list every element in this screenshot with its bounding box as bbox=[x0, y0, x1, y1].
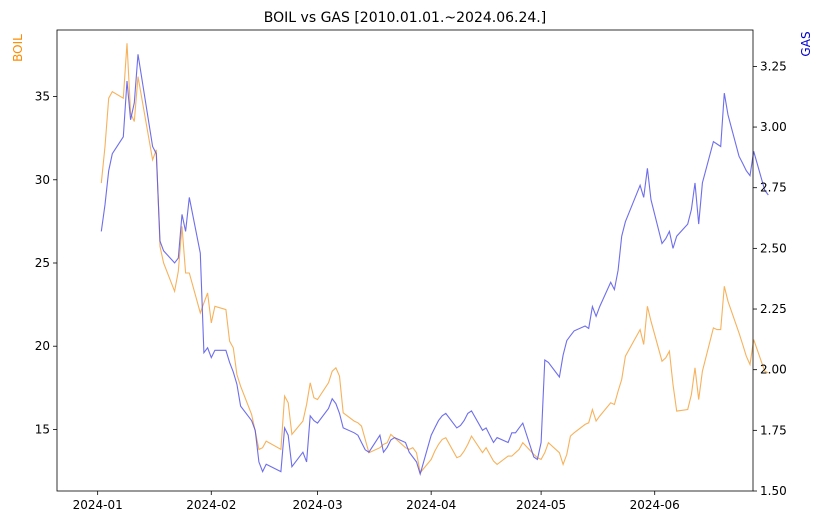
left-tick-label: 15 bbox=[35, 422, 50, 436]
series-line-boil bbox=[100, 43, 769, 474]
right-tick-label: 3.00 bbox=[760, 120, 787, 134]
x-axis-ticks: 2024-01 2024-02 2024-03 2024-04 2024-05 2024-… bbox=[73, 491, 680, 512]
left-tick-label: 20 bbox=[35, 339, 50, 353]
right-axis-label: GAS bbox=[799, 31, 813, 56]
x-tick-label: 2024-05 bbox=[516, 498, 566, 512]
x-tick-label: 2024-03 bbox=[292, 498, 342, 512]
plot-area bbox=[57, 30, 753, 491]
x-tick-label: 2024-02 bbox=[186, 498, 236, 512]
x-tick-label: 2024-01 bbox=[73, 498, 123, 512]
right-axis-ticks: 1.50 1.75 2.00 2.25 2.50 2.75 3.00 3.25 bbox=[753, 59, 787, 498]
left-tick-label: 35 bbox=[35, 90, 50, 104]
left-axis-ticks: 15 20 25 30 35 bbox=[35, 90, 57, 436]
right-tick-label: 2.50 bbox=[760, 241, 787, 255]
right-tick-label: 3.25 bbox=[760, 59, 787, 73]
left-axis-label: BOIL bbox=[11, 34, 25, 62]
right-tick-label: 2.00 bbox=[760, 363, 787, 377]
left-tick-label: 30 bbox=[35, 173, 50, 187]
chart-title: BOIL vs GAS [2010.01.01.~2024.06.24.] bbox=[264, 10, 546, 26]
left-tick-label: 25 bbox=[35, 256, 50, 270]
right-tick-label: 1.50 bbox=[760, 484, 787, 498]
plot-frame bbox=[56, 29, 754, 492]
right-tick-label: 2.25 bbox=[760, 302, 787, 316]
x-tick-label: 2024-06 bbox=[630, 498, 680, 512]
series-line-gas bbox=[100, 54, 769, 476]
right-tick-label: 1.75 bbox=[760, 423, 787, 437]
right-tick-label: 2.75 bbox=[760, 181, 787, 195]
x-tick-label: 2024-04 bbox=[406, 498, 456, 512]
series-layer bbox=[100, 43, 769, 476]
